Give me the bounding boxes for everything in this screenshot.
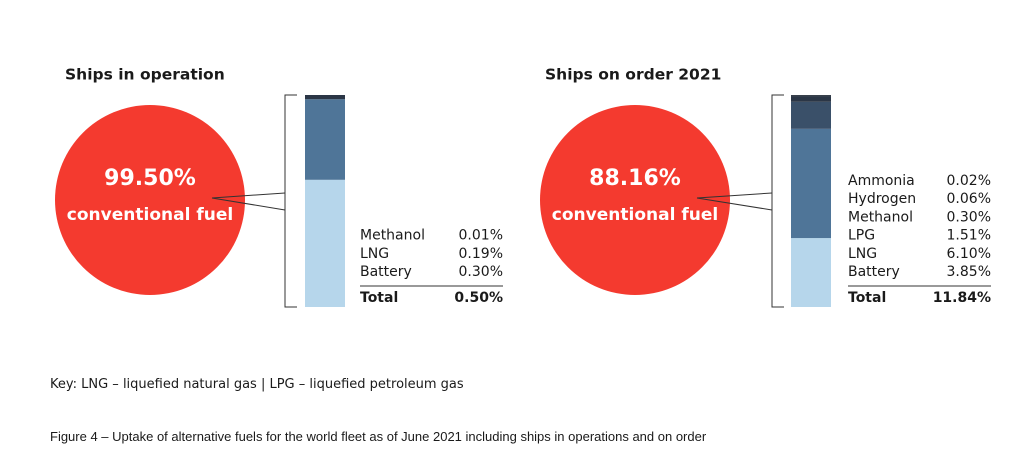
- bar-segment: [791, 128, 831, 239]
- connector: [211, 192, 286, 199]
- bar-segment: [305, 179, 345, 307]
- legend-label: Methanol: [360, 228, 425, 244]
- total-label: Total: [360, 290, 398, 306]
- connector: [696, 192, 773, 199]
- data-label: 3.85%: [947, 264, 991, 280]
- data-label: 0.30%: [459, 264, 503, 280]
- pie-slice: [55, 105, 245, 295]
- data-label: 0.19%: [459, 246, 503, 262]
- pie-category-label: conventional fuel: [551, 205, 719, 225]
- key-note: Key: LNG – liquefied natural gas | LPG –…: [50, 377, 464, 392]
- pie-value-label: 88.16%: [589, 166, 681, 191]
- legend-label: Methanol: [848, 209, 913, 225]
- total-label: Total: [848, 290, 886, 306]
- connector: [211, 197, 286, 211]
- pie-category-label: conventional fuel: [66, 205, 234, 225]
- data-label: 0.06%: [947, 191, 991, 207]
- legend-label: Ammonia: [848, 173, 915, 189]
- bar-segment: [791, 95, 831, 97]
- pie-value-label: 99.50%: [104, 166, 196, 191]
- bar-segment: [305, 99, 345, 180]
- bar-segment: [791, 238, 831, 307]
- bar-segment: [791, 96, 831, 102]
- connector: [696, 197, 773, 211]
- pie-slice: [540, 105, 730, 295]
- legend-label: Battery: [360, 264, 412, 280]
- legend-label: LPG: [848, 228, 875, 244]
- chart-title: Ships in operation: [65, 66, 225, 84]
- bracket: [771, 94, 784, 308]
- legend-label: LNG: [360, 246, 389, 262]
- legend-label: LNG: [848, 246, 877, 262]
- legend-label: Battery: [848, 264, 900, 280]
- data-label: 0.01%: [459, 228, 503, 244]
- figure-caption: Figure 4 – Uptake of alternative fuels f…: [50, 429, 707, 444]
- chart-title: Ships on order 2021: [545, 66, 721, 84]
- total-value: 11.84%: [933, 290, 991, 306]
- bar-segment: [305, 95, 345, 100]
- bracket: [284, 94, 297, 308]
- data-label: 1.51%: [947, 228, 991, 244]
- data-label: 6.10%: [947, 246, 991, 262]
- total-value: 0.50%: [454, 290, 503, 306]
- data-label: 0.02%: [947, 173, 991, 189]
- legend-label: Hydrogen: [848, 191, 916, 207]
- data-label: 0.30%: [947, 209, 991, 225]
- bar-segment: [791, 101, 831, 129]
